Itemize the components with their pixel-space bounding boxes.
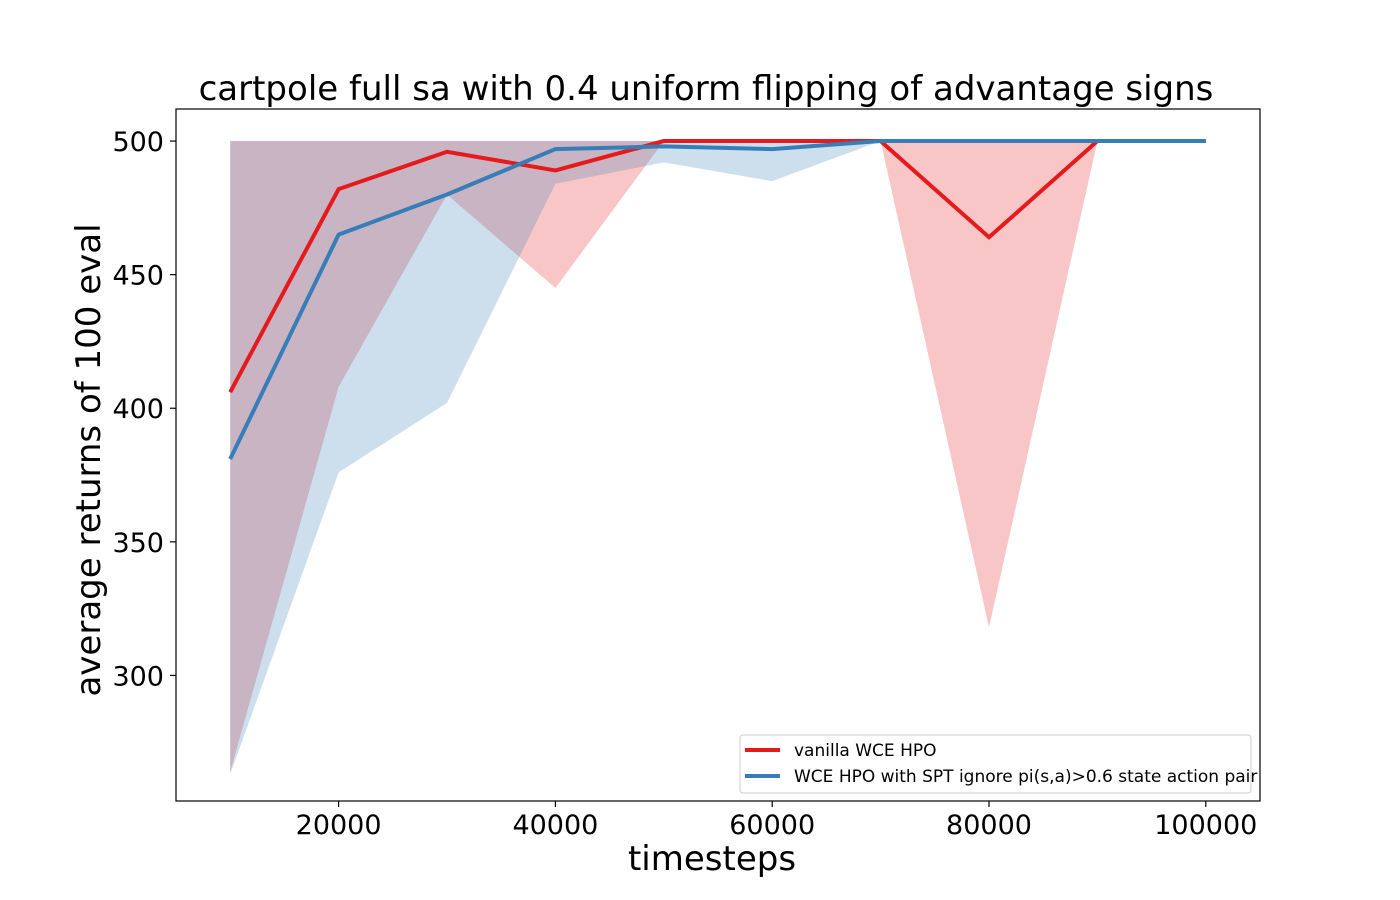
x-tick-label: 80000 [946,810,1032,841]
plot-frame [175,108,1261,802]
series-lines [228,139,1206,460]
y-tick-label: 300 [112,661,164,692]
y-tick-label: 450 [112,261,164,292]
x-tick-label: 60000 [729,810,815,841]
line-series-1 [228,139,1206,394]
x-tick-label: 40000 [512,810,598,841]
confidence-bands [230,141,1206,775]
legend-label-1: vanilla WCE HPO [794,741,936,761]
x-axis-ticks: 20000 40000 60000 80000 100000 [296,801,1257,841]
legend-label-2: WCE HPO with SPT ignore pi(s,a)>0.6 stat… [794,767,1257,787]
band-series-1 [230,141,1206,772]
x-tick-label: 20000 [296,810,382,841]
x-axis-label: timesteps [628,839,796,879]
y-tick-label: 500 [112,127,164,158]
band-series-2 [230,141,1206,775]
y-axis-label: average returns of 100 eval [69,223,109,696]
y-axis-ticks: 300 350 400 450 500 [112,127,176,692]
legend-box [739,734,1252,794]
y-tick-label: 400 [112,394,164,425]
line-series-2 [228,139,1206,460]
x-tick-label: 100000 [1154,810,1257,841]
chart-title: cartpole full sa with 0.4 uniform flippi… [199,69,1214,109]
legend: vanilla WCE HPO WCE HPO with SPT ignore p… [739,734,1257,794]
y-tick-label: 350 [112,528,164,559]
